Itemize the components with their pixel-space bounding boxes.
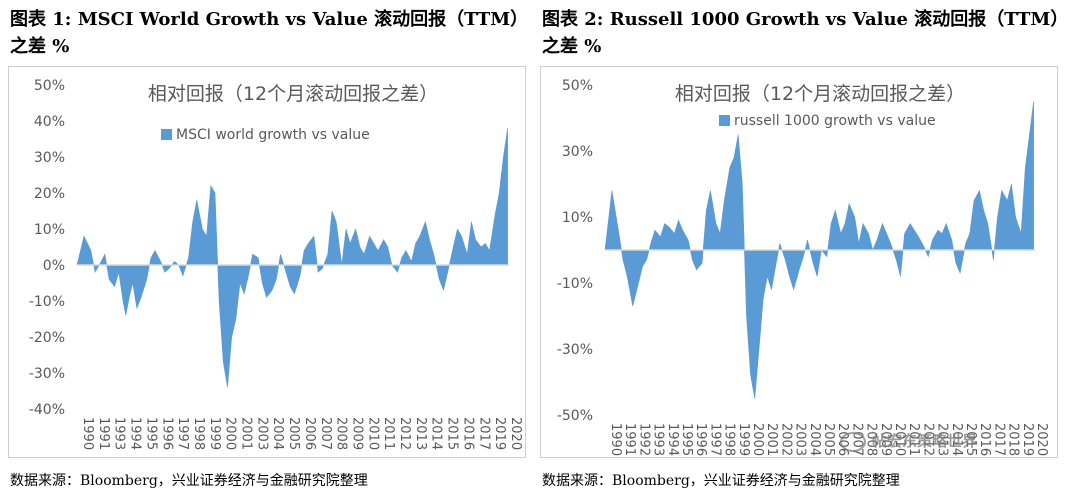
msci-area-chart: 相对回报（12个月滚动回报之差） MSCI world growth vs val… [29,78,523,450]
x-tick-label: 2001 [764,423,779,456]
x-tick-label: 1995 [679,423,694,456]
x-tick-label: 2009 [878,423,893,456]
y-tick-label: 50% [34,78,65,94]
series-area [76,128,508,388]
x-tick-label: 2007 [318,417,333,450]
x-tick-label: 2011 [906,423,921,456]
y-tick-label: 40% [34,114,65,130]
figure-panel-russell: 图表 2: Russell 1000 Growth vs Value 滚动回报（… [540,0,1072,494]
x-tick-label: 1993 [651,423,666,456]
x-tick-label: 2000 [750,423,765,456]
legend-label: russell 1000 growth vs value [734,113,936,129]
y-tick-label: -40% [29,402,65,418]
x-tick-label: 2016 [460,417,475,450]
x-tick-label: 2015 [963,423,978,456]
x-tick-label: 2003 [793,423,808,456]
x-tick-label: 2011 [381,417,396,450]
x-tick-label: 1991 [622,423,637,456]
source-note: 数据来源：Bloomberg，兴业证券经济与金融研究院整理 [10,473,368,489]
x-tick-label: 2017 [476,417,491,450]
x-tick-label: 2019 [1020,423,1035,456]
y-tick-label: -50% [557,408,593,424]
x-tick-label: 1995 [143,417,158,450]
x-tick-label: 1991 [96,417,111,450]
x-tick-label: 2013 [413,417,428,450]
x-tick-label: 2008 [334,417,349,450]
figure-title: 图表 1: MSCI World Growth vs Value 滚动回报（TT… [10,9,529,57]
source-note: 数据来源：Bloomberg，兴业证券经济与金融研究院整理 [542,473,900,489]
y-tick-label: 30% [562,144,593,160]
x-tick-label: 1997 [175,417,190,450]
x-tick-label: 2012 [920,423,935,456]
y-tick-label: -30% [557,342,593,358]
x-tick-label: 1994 [128,417,143,450]
russell-area-chart: 相对回报（12个月滚动回报之差） russell 1000 growth vs v… [557,78,1049,456]
x-tick-label: 2017 [991,423,1006,456]
watermark-text: 帖宏东策略世界 [872,432,978,450]
chart-container: 相对回报（12个月滚动回报之差） russell 1000 growth vs v… [540,66,1058,458]
x-tick-label: 2020 [1034,423,1049,456]
chart-inner-title: 相对回报（12个月滚动回报之差） [148,83,438,105]
x-tick-label: 2009 [350,417,365,450]
x-tick-label: 2014 [429,417,444,450]
x-tick-label: 2016 [977,423,992,456]
y-tick-label: -10% [557,276,593,292]
x-tick-label: 2013 [935,423,950,456]
x-tick-label: 2019 [492,417,507,450]
y-tick-label: -10% [29,294,65,310]
x-tick-label: 1990 [80,417,95,450]
watermark: 帖宏东策略世界 [840,430,977,452]
legend-label: MSCI world growth vs value [176,127,370,143]
x-tick-label: 2015 [445,417,460,450]
legend-swatch [719,115,730,126]
x-tick-label: 2001 [239,417,254,450]
wechat-icon [840,431,866,452]
x-tick-label: 1999 [736,423,751,456]
x-tick-label: 2004 [270,417,285,450]
y-tick-label: 20% [34,186,65,202]
x-tick-label: 2020 [508,417,523,450]
x-tick-label: 2003 [254,417,269,450]
y-tick-label: 30% [34,150,65,166]
x-tick-label: 1996 [693,423,708,456]
x-tick-label: 2004 [807,423,822,456]
x-tick-label: 1997 [707,423,722,456]
chart-container: 相对回报（12个月滚动回报之差） MSCI world growth vs val… [8,66,526,458]
x-tick-label: 2005 [821,423,836,456]
x-tick-label: 1992 [636,423,651,456]
x-tick-label: 1990 [608,423,623,456]
x-tick-label: 1993 [112,417,127,450]
x-tick-label: 1994 [665,423,680,456]
figure-panel-msci: 图表 1: MSCI World Growth vs Value 滚动回报（TT… [8,0,540,494]
x-tick-label: 2006 [302,417,317,450]
x-tick-label: 1998 [191,417,206,450]
x-tick-label: 1996 [159,417,174,450]
figure-title: 图表 2: Russell 1000 Growth vs Value 滚动回报（… [542,9,1060,57]
x-tick-label: 1998 [722,423,737,456]
x-tick-label: 2010 [892,423,907,456]
x-tick-label: 1999 [207,417,222,450]
y-tick-label: 0% [43,258,65,274]
chart-inner-title: 相对回报（12个月滚动回报之差） [675,83,965,105]
x-tick-label: 2002 [778,423,793,456]
y-tick-label: -30% [29,366,65,382]
y-tick-label: 10% [34,222,65,238]
x-tick-label: 2014 [949,423,964,456]
x-tick-label: 2018 [1006,423,1021,456]
x-tick-label: 2012 [397,417,412,450]
y-tick-label: -20% [29,330,65,346]
y-tick-label: 10% [562,210,593,226]
legend-swatch [161,129,172,140]
x-tick-label: 2000 [223,417,238,450]
x-tick-label: 2008 [864,423,879,456]
x-tick-label: 2010 [365,417,380,450]
x-tick-label: 2005 [286,417,301,450]
y-tick-label: 50% [562,78,593,94]
